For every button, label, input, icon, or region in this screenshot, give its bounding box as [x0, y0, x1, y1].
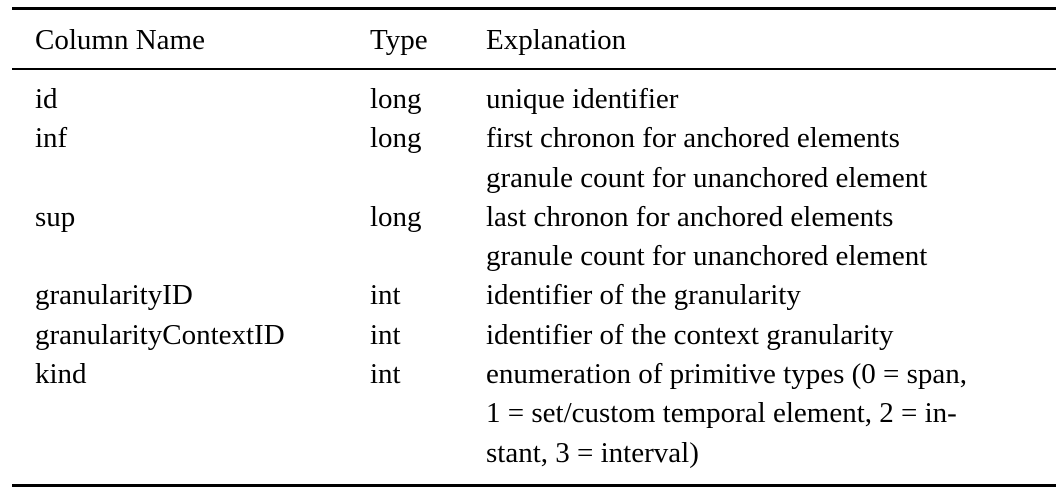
- explanation-line: first chronon for anchored elements: [486, 122, 900, 155]
- table-row: kind int enumeration of primitive types (0…: [12, 355, 1056, 473]
- header-type: Type: [370, 24, 428, 56]
- cell-column-name: kind: [35, 358, 87, 391]
- cell-type: int: [370, 358, 401, 391]
- cell-explanation: identifier of the granularity: [486, 276, 801, 315]
- cell-explanation: last chronon for anchored elements granul…: [486, 198, 927, 277]
- schema-table: Column Name Type Explanation id long uniqu…: [12, 0, 1056, 497]
- explanation-line: identifier of the granularity: [486, 279, 801, 312]
- cell-type: int: [370, 318, 401, 351]
- header-explanation: Explanation: [486, 24, 627, 56]
- explanation-line: granule count for unanchored element: [486, 161, 928, 194]
- header-column-name: Column Name: [35, 24, 205, 56]
- cell-explanation: enumeration of primitive types (0 = span…: [486, 355, 967, 473]
- table-row: granularityID int identifier of the granul…: [12, 276, 1056, 315]
- cell-explanation: unique identifier: [486, 80, 678, 119]
- cell-type: long: [370, 200, 422, 233]
- cell-explanation: identifier of the context granularity: [486, 316, 893, 355]
- cell-column-name: sup: [35, 200, 76, 233]
- table-header-rule: [12, 68, 1056, 70]
- explanation-line: granule count for unanchored element: [486, 240, 928, 273]
- explanation-line: identifier of the context granularity: [486, 318, 894, 351]
- cell-column-name: inf: [35, 122, 68, 155]
- cell-type: long: [370, 122, 422, 155]
- cell-explanation: first chronon for anchored elements granu…: [486, 119, 927, 198]
- table-row: sup long last chronon for anchored element…: [12, 198, 1056, 277]
- table-top-rule: [12, 7, 1056, 10]
- explanation-line: unique identifier: [486, 83, 679, 115]
- cell-column-name: id: [35, 83, 58, 115]
- cell-type: int: [370, 279, 401, 312]
- table-bottom-rule: [12, 484, 1056, 487]
- table-row: inf long first chronon for anchored elemen…: [12, 119, 1056, 198]
- cell-column-name: granularityID: [35, 279, 193, 312]
- explanation-line: enumeration of primitive types (0 = span…: [486, 358, 968, 391]
- cell-type: long: [370, 83, 422, 115]
- table-body: id long unique identifier inf long first chro…: [12, 80, 1056, 473]
- table-header-row: Column Name Type Explanation: [12, 18, 1056, 62]
- table-row: id long unique identifier: [12, 80, 1056, 119]
- table-row: granularityContextID int identifier of the…: [12, 316, 1056, 355]
- explanation-line: stant, 3 = interval): [486, 436, 699, 469]
- cell-column-name: granularityContextID: [35, 318, 285, 351]
- explanation-line: 1 = set/custom temporal element, 2 = in-: [486, 397, 957, 430]
- explanation-line: last chronon for anchored elements: [486, 200, 894, 233]
